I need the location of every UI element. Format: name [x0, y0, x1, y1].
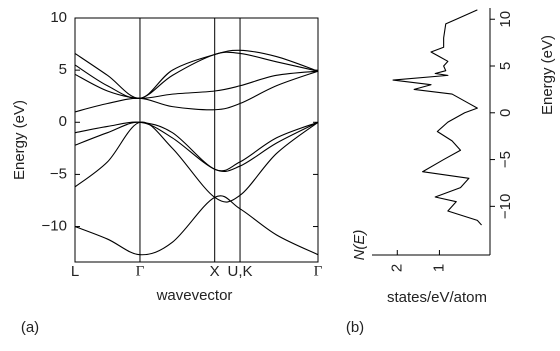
y-tick-label: 5 [497, 62, 514, 70]
x-tick-label: 2 [388, 264, 405, 272]
y-tick-label: 5 [59, 61, 67, 78]
band-line [74, 51, 319, 100]
x-tick-label: 1 [430, 264, 447, 272]
y-tick-label: −5 [497, 151, 514, 168]
band-line [74, 195, 319, 256]
x-axis-label: states/eV/atom [387, 289, 487, 306]
dos-curve [392, 9, 482, 226]
band-line [74, 70, 319, 113]
band-line [74, 121, 319, 203]
y-tick-label: 10 [497, 11, 514, 28]
band-line [74, 121, 319, 172]
y-tick-label: −5 [50, 165, 67, 182]
x-tick-label: Γ [314, 263, 323, 279]
y-tick-label: 10 [50, 9, 67, 26]
x-tick-label: Γ [136, 263, 145, 279]
y-axis-label: Energy (eV) [539, 35, 556, 115]
y-tick-label: 0 [59, 113, 67, 130]
y-axis-label: Energy (eV) [11, 100, 28, 180]
x-tick-label: X [210, 263, 220, 280]
band-line [74, 121, 319, 172]
band-line [74, 49, 319, 99]
panel-label: (b) [346, 319, 364, 336]
plot-frame [74, 17, 319, 263]
y-tick-label: 0 [497, 109, 514, 117]
x-axis-symbol: N(E) [351, 230, 368, 261]
band-line [74, 70, 319, 99]
x-tick-label: U,K [228, 263, 253, 280]
panel-label: (a) [21, 319, 39, 336]
y-tick-label: −10 [42, 218, 67, 235]
x-axis-label: wavevector [156, 287, 233, 304]
x-tick-label: L [71, 263, 79, 280]
y-tick-label: −10 [497, 194, 514, 219]
